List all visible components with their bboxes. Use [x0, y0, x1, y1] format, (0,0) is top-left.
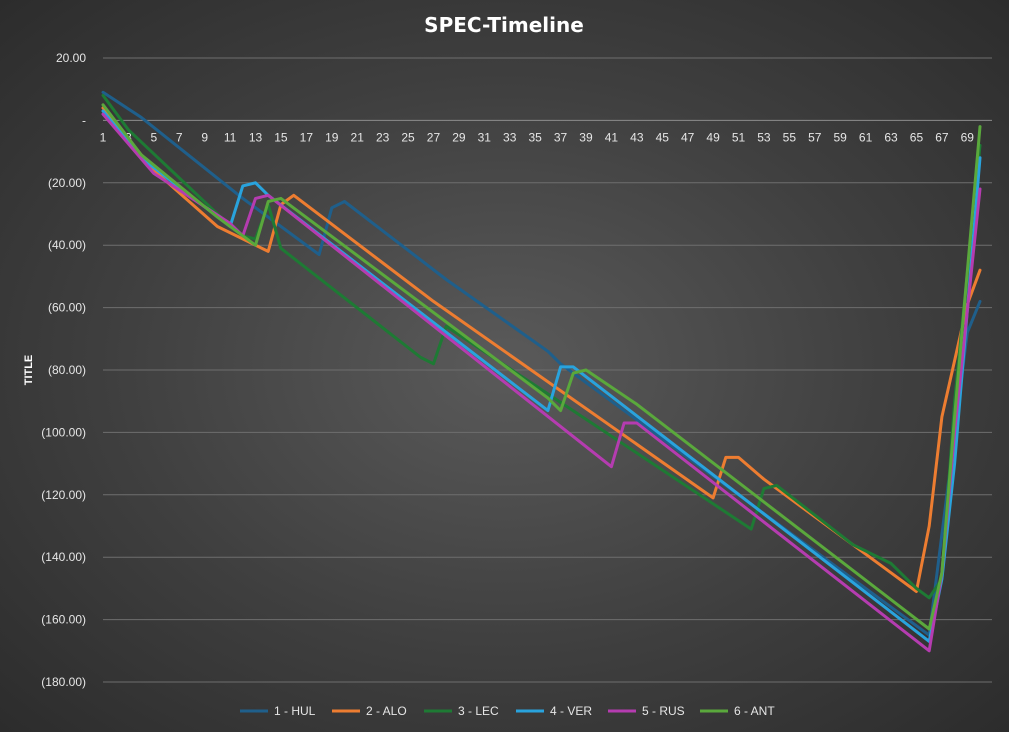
- x-tick-label: 15: [274, 130, 288, 144]
- x-tick-label: 1: [100, 130, 107, 144]
- x-tick-label: 29: [452, 130, 466, 144]
- x-tick-label: 27: [427, 130, 441, 144]
- x-tick-label: 59: [834, 130, 848, 144]
- y-tick-label: (80.00): [48, 363, 86, 377]
- legend-label-6: 6 - ANT: [734, 704, 775, 718]
- x-tick-label: 7: [176, 130, 183, 144]
- x-tick-label: 49: [706, 130, 720, 144]
- x-tick-label: 51: [732, 130, 746, 144]
- x-tick-label: 39: [579, 130, 593, 144]
- y-tick-label: (120.00): [41, 488, 86, 502]
- x-tick-label: 13: [249, 130, 263, 144]
- x-axis-ticks: 1 3 5 7 9 11 13 15 17 19 21 23 25 27 29 31 33 35 37 39 41 43 4…: [100, 130, 975, 144]
- legend-label-3: 3 - LEC: [458, 704, 499, 718]
- series-lines: [101, 90, 982, 653]
- legend-label-2: 2 - ALO: [366, 704, 407, 718]
- x-tick-label: 21: [351, 130, 365, 144]
- series-line-2: [101, 106, 982, 593]
- x-tick-label: 19: [325, 130, 339, 144]
- x-tick-label: 11: [224, 130, 237, 144]
- y-tick-label: (180.00): [41, 675, 86, 689]
- y-tick-label: (160.00): [41, 613, 86, 627]
- x-tick-label: 5: [150, 130, 157, 144]
- y-tick-label: (100.00): [41, 425, 86, 439]
- x-tick-label: 23: [376, 130, 390, 144]
- x-tick-label: 61: [859, 130, 873, 144]
- x-tick-label: 37: [554, 130, 568, 144]
- legend-label-4: 4 - VER: [550, 704, 592, 718]
- x-tick-label: 65: [910, 130, 924, 144]
- x-tick-label: 47: [681, 130, 695, 144]
- chart-title: SPEC-Timeline: [424, 13, 584, 37]
- x-tick-label: 63: [884, 130, 898, 144]
- x-tick-label: 43: [630, 130, 644, 144]
- x-tick-label: 31: [478, 130, 492, 144]
- legend-label-5: 5 - RUS: [642, 704, 685, 718]
- x-tick-label: 33: [503, 130, 517, 144]
- y-axis-ticks: 20.00 - (20.00) (40.00) (60.00) (80.00) (100.0…: [41, 51, 86, 689]
- x-tick-label: 9: [201, 130, 208, 144]
- y-tick-label: 20.00: [56, 51, 86, 65]
- legend: 1 - HUL 2 - ALO 3 - LEC 4 - VER 5 - RUS 6 - A…: [240, 704, 775, 718]
- series-line-6: [101, 103, 982, 631]
- x-tick-label: 45: [656, 130, 670, 144]
- series-line-5: [101, 112, 982, 653]
- x-tick-label: 25: [401, 130, 415, 144]
- x-tick-label: 67: [935, 130, 949, 144]
- y-tick-label: (140.00): [41, 550, 86, 564]
- y-axis-label: TITLE: [23, 355, 35, 386]
- y-tick-label: (40.00): [48, 238, 86, 252]
- x-tick-label: 57: [808, 130, 822, 144]
- legend-label-1: 1 - HUL: [274, 704, 316, 718]
- x-tick-label: 35: [528, 130, 542, 144]
- x-tick-label: 69: [961, 130, 975, 144]
- x-tick-label: 55: [783, 130, 797, 144]
- series-line-1: [101, 90, 982, 637]
- y-tick-label: (60.00): [48, 301, 86, 315]
- x-tick-label: 53: [757, 130, 771, 144]
- x-tick-label: 17: [300, 130, 314, 144]
- y-tick-label: (20.00): [48, 176, 86, 190]
- x-tick-label: 41: [605, 130, 619, 144]
- y-tick-label: -: [82, 113, 86, 127]
